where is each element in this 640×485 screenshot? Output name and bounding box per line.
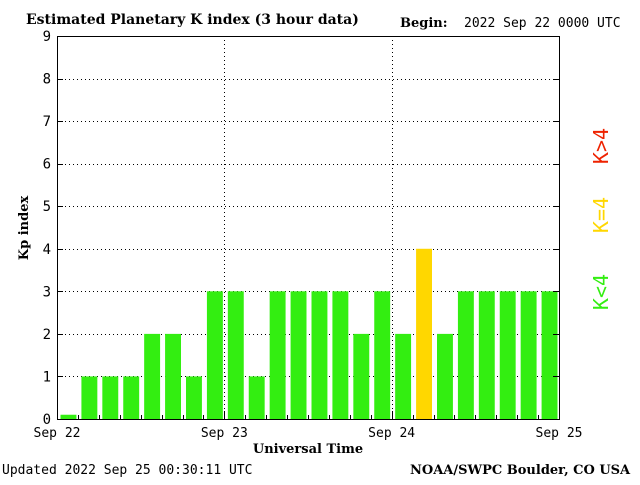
x-tick-labels: Sep 22 Sep 23 Sep 24 Sep 25: [34, 426, 583, 441]
x-tick-label-3: Sep 25: [536, 426, 583, 441]
bar-10: [269, 291, 286, 419]
footer-source: NOAA/SWPC Boulder, CO USA: [410, 463, 631, 478]
bar-0: [60, 414, 77, 419]
bar-4: [144, 333, 161, 419]
begin-value: 2022 Sep 22 0000 UTC: [464, 16, 621, 31]
legend: K>4 K=4 K<4: [589, 128, 613, 310]
bar-12: [311, 291, 328, 419]
y-tick-label-0: 0: [43, 412, 51, 428]
bar-11: [290, 291, 307, 419]
bar-13: [332, 291, 349, 419]
y-tick-label-4: 4: [43, 242, 51, 258]
chart-title: Estimated Planetary K index (3 hour data…: [26, 12, 359, 28]
bar-8: [227, 291, 244, 419]
bar-21: [499, 291, 516, 419]
footer-updated: Updated 2022 Sep 25 00:30:11 UTC: [2, 463, 252, 478]
x-tick-label-2: Sep 24: [368, 426, 415, 441]
y-axis-label: Kp index: [17, 196, 32, 261]
bar-3: [123, 376, 140, 419]
bar-20: [478, 291, 495, 419]
plot-frame: [57, 36, 560, 420]
bar-16: [395, 333, 412, 419]
bar-22: [520, 291, 537, 419]
legend-item-2: K<4: [589, 274, 613, 310]
bar-18: [437, 333, 453, 419]
bar-15: [374, 291, 391, 419]
y-tick-label-2: 2: [43, 327, 51, 343]
bar-23: [541, 291, 558, 419]
axes: [57, 36, 560, 420]
bar-6: [186, 376, 202, 419]
bar-2: [102, 376, 119, 419]
legend-item-0: K>4: [589, 128, 613, 164]
begin-label: Begin:: [400, 16, 448, 31]
y-tick-label-9: 9: [43, 29, 51, 45]
bars: [60, 248, 558, 419]
y-tick-label-8: 8: [43, 72, 51, 88]
x-tick-label-0: Sep 22: [34, 426, 81, 441]
bar-9: [248, 376, 265, 419]
y-tick-label-7: 7: [43, 114, 51, 130]
legend-item-1: K=4: [589, 197, 613, 233]
x-tick-label-1: Sep 23: [201, 426, 248, 441]
bar-7: [206, 291, 223, 419]
y-tick-label-6: 6: [43, 157, 51, 173]
y-tick-labels: 0 1 2 3 4 5 6 7 8 9: [43, 29, 51, 428]
bar-1: [81, 376, 98, 419]
bar-17: [416, 248, 432, 419]
bar-5: [165, 333, 181, 419]
y-tick-label-3: 3: [43, 284, 51, 300]
bar-14: [353, 333, 370, 419]
y-tick-label-5: 5: [43, 199, 51, 215]
bar-19: [457, 291, 474, 419]
x-axis-label: Universal Time: [253, 442, 363, 457]
y-tick-label-1: 1: [43, 369, 51, 385]
